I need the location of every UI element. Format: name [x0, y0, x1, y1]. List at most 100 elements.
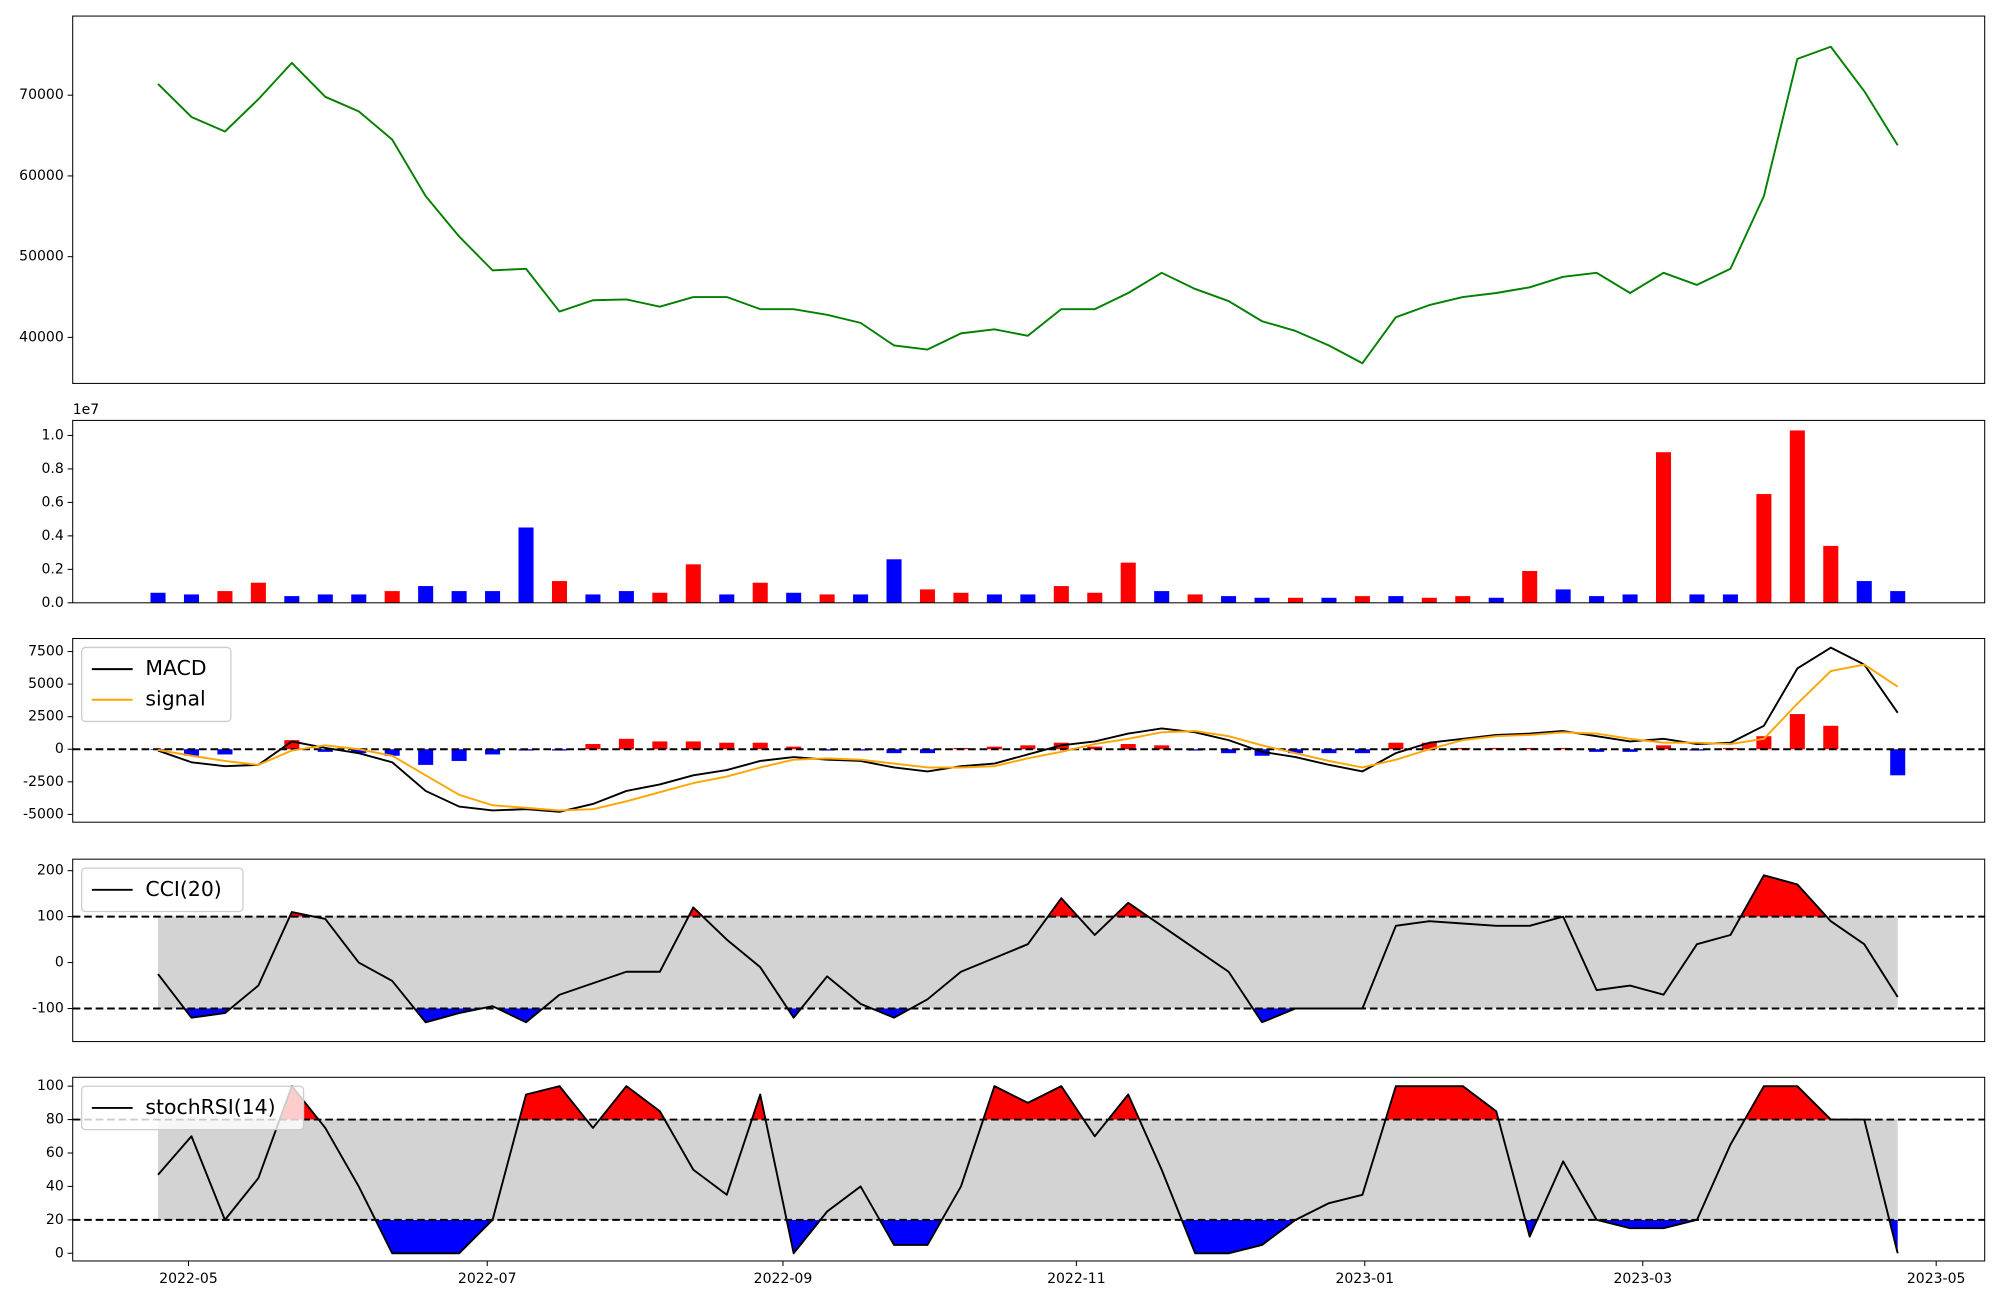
y-tick-label: -2500 — [23, 774, 64, 790]
y-tick-label: 0.8 — [41, 461, 63, 477]
panel: -5000 -2500 0 2500 5000 7500 MACD signal — [23, 638, 1986, 823]
bar — [1622, 594, 1638, 603]
histogram-bar — [786, 746, 802, 750]
neutral-band — [158, 1119, 1898, 1220]
series-line — [157, 1085, 1899, 1255]
bar — [384, 591, 400, 603]
bar — [518, 527, 534, 603]
histogram-bar — [351, 749, 367, 754]
plot-area — [150, 430, 1906, 603]
histogram-bar — [1154, 745, 1170, 750]
histogram-bar — [1087, 746, 1103, 750]
histogram-bar — [1120, 744, 1136, 750]
bar — [1087, 592, 1103, 603]
y-tick-label: 0.2 — [41, 561, 63, 577]
y-tick-label: 40 — [46, 1178, 64, 1194]
histogram-bar — [317, 749, 333, 752]
bar — [150, 592, 166, 603]
x-tick-label: 2022-05 — [159, 1271, 218, 1287]
y-tick-label: -5000 — [23, 806, 64, 822]
bar — [1589, 596, 1605, 603]
axis-offset-text: 1e7 — [73, 402, 99, 418]
y-tick-label: 40000 — [19, 329, 64, 345]
bar — [1756, 494, 1772, 603]
histogram-bar — [1187, 749, 1203, 751]
y-tick-label: 200 — [37, 863, 64, 879]
y-tick-label: 1.0 — [41, 427, 63, 443]
y-tick-label: -100 — [32, 1001, 64, 1017]
histogram-bar — [418, 749, 434, 765]
legend-label: signal — [145, 687, 205, 711]
y-tick-label: 0 — [55, 741, 64, 757]
bar — [1221, 596, 1237, 603]
y-tick-label: 80 — [46, 1112, 64, 1128]
bar — [1890, 591, 1906, 603]
bar — [1187, 594, 1203, 603]
legend-label: CCI(20) — [145, 877, 221, 901]
bar — [752, 582, 768, 603]
y-tick-label: 0 — [55, 1245, 64, 1261]
histogram-bar — [1522, 747, 1538, 750]
bar — [1020, 594, 1036, 603]
histogram-bar — [1321, 749, 1337, 754]
histogram-bar — [1287, 749, 1304, 754]
series-line — [157, 646, 1899, 813]
bar — [853, 594, 869, 603]
series-line — [157, 874, 1899, 1024]
y-tick-label: 2500 — [28, 709, 64, 725]
bar — [953, 592, 969, 603]
y-tick-label: 100 — [37, 1078, 64, 1094]
bar — [1455, 596, 1471, 603]
bar — [551, 581, 568, 603]
histogram-bar — [1622, 749, 1638, 752]
y-tick-label: 0.6 — [41, 494, 63, 510]
histogram-bar — [618, 738, 634, 750]
histogram-bar — [384, 749, 400, 756]
bar — [1522, 571, 1538, 603]
bar — [317, 594, 333, 603]
legend-box — [80, 867, 244, 913]
bar — [451, 591, 467, 603]
plot-area — [72, 1085, 1985, 1255]
bar — [1120, 562, 1136, 603]
y-tick-label: 60 — [46, 1145, 64, 1161]
bar — [1689, 594, 1705, 603]
x-tick-label: 2022-09 — [754, 1271, 813, 1287]
bar — [719, 594, 735, 603]
y-tick-label: 0.4 — [41, 528, 63, 544]
panel: -100 0 100 200 CCI(20) — [32, 858, 1986, 1043]
histogram-bar — [652, 741, 668, 750]
histogram-bar — [585, 744, 601, 750]
bar — [986, 594, 1002, 603]
plot-area — [72, 874, 1985, 1024]
histogram-bar — [1589, 749, 1605, 752]
bar — [284, 596, 300, 603]
histogram-bar — [685, 741, 701, 750]
histogram-bar — [1655, 745, 1672, 750]
histogram-bar — [1421, 742, 1437, 750]
y-tick-label: 60000 — [19, 168, 64, 184]
panel-frame — [72, 419, 1986, 604]
bar — [217, 591, 233, 603]
panel: 0.0 0.2 0.4 0.6 0.8 1.0 1e7 — [41, 402, 1986, 611]
legend-label: MACD — [145, 656, 206, 680]
bar — [819, 594, 835, 603]
bar — [919, 589, 936, 603]
plot-area — [72, 646, 1985, 813]
legend-box — [80, 1085, 305, 1131]
legend-label: stochRSI(14) — [145, 1095, 275, 1119]
panel: 0 20 40 60 80 100 2022-05 2022-07 2022-09 2022-11… — [37, 1076, 1986, 1287]
histogram-bar — [1789, 714, 1805, 750]
bar — [1287, 597, 1304, 603]
histogram-bar — [1354, 749, 1370, 754]
histogram-bar — [1221, 749, 1237, 754]
bar — [1823, 545, 1839, 603]
y-tick-label: 5000 — [28, 676, 64, 692]
bar — [1856, 581, 1872, 603]
bar — [1421, 597, 1437, 603]
panel-frame — [72, 638, 1986, 823]
histogram-bar — [919, 749, 936, 754]
bar — [418, 586, 434, 603]
legend-box — [80, 646, 232, 723]
bar — [1154, 591, 1170, 603]
